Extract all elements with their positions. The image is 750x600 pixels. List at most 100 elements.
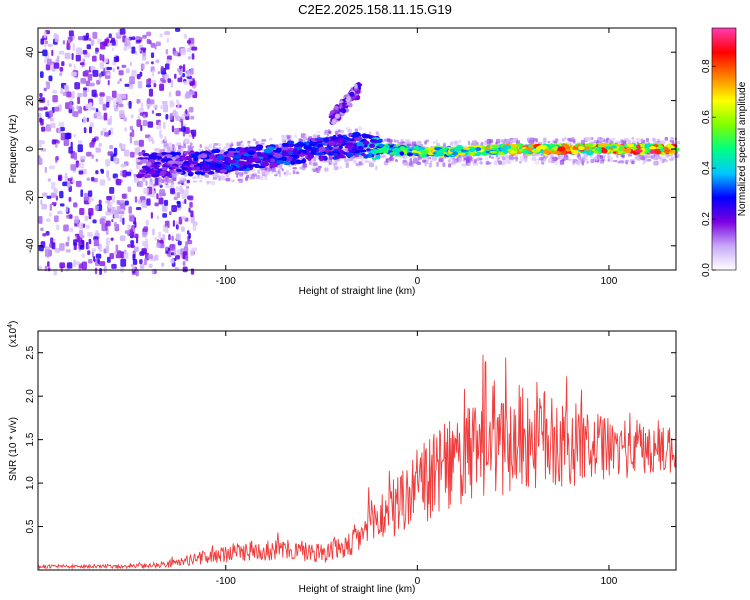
spectrogram-cell	[535, 146, 542, 152]
spectrogram-cell	[158, 197, 164, 205]
spectrogram-cell	[182, 64, 186, 73]
spectrogram-cell	[89, 82, 95, 87]
spectrogram-cell	[277, 169, 280, 175]
spectrogram-cell	[70, 164, 77, 171]
spectrogram-cell	[135, 269, 139, 277]
spectrogram-cell	[189, 201, 193, 208]
spectrogram-cell	[148, 136, 153, 142]
spectrogram-cell	[281, 146, 289, 151]
spectrogram-cell	[94, 177, 98, 183]
spectrogram-cell	[90, 176, 95, 182]
spectrogram-cell	[132, 259, 138, 265]
snr-y-tick-label: 2.5	[25, 345, 36, 359]
spectrogram-cell	[324, 129, 328, 134]
spectrogram-cell	[341, 102, 347, 106]
spectrogram-y-tick-label: -20	[25, 190, 36, 205]
spectrogram-cell	[172, 109, 177, 117]
spectrogram-cell	[81, 261, 88, 270]
spectrogram-cell	[156, 125, 162, 130]
spectrogram-cell	[107, 151, 114, 156]
spectrogram-cell	[355, 162, 359, 167]
spectrogram-cell	[290, 160, 296, 165]
spectrogram-cell	[92, 31, 98, 39]
spectrogram-cell	[68, 30, 74, 37]
spectrogram-cell	[185, 255, 189, 262]
spectrogram-cell	[130, 240, 135, 245]
spectrogram-cell	[145, 238, 148, 246]
spectrogram-cell	[47, 267, 51, 272]
spectrogram-cell	[131, 69, 137, 77]
spectrogram-cell	[91, 55, 97, 62]
spectrogram-cell	[189, 249, 195, 257]
spectrogram-cell	[474, 158, 478, 161]
spectrogram-cell	[88, 238, 92, 245]
spectrogram-cell	[82, 49, 88, 55]
spectrogram-cell	[347, 129, 352, 134]
spectrogram-cell	[123, 252, 129, 259]
spectrogram-cell	[362, 134, 371, 139]
spectrogram-cell	[129, 132, 132, 137]
spectrogram-cell	[146, 31, 152, 37]
spectrogram-cell	[151, 179, 156, 183]
spectrogram-cell	[186, 70, 191, 77]
spectrogram-cell	[143, 174, 152, 178]
spectrogram-cell	[74, 215, 79, 224]
spectrogram-cell	[51, 49, 54, 56]
spectrogram-cell	[507, 148, 512, 152]
snr-y-multiplier: (x104)	[7, 321, 19, 348]
spectrogram-cell	[146, 198, 151, 206]
spectrogram-cell	[200, 153, 208, 159]
spectrogram-cell	[360, 149, 367, 153]
spectrogram-cell	[107, 79, 110, 86]
spectrogram-cell	[519, 160, 522, 164]
spectrogram-cell	[159, 33, 163, 38]
spectrogram-cell	[175, 158, 181, 162]
spectrogram-cell	[213, 142, 218, 146]
spectrogram-panel: -100 0 100 -40 -20 0 20 40 Height of straight l…	[8, 27, 681, 297]
spectrogram-cell	[300, 133, 306, 139]
spectrogram-cell	[68, 197, 72, 202]
spectrogram-cell	[338, 165, 343, 170]
spectrogram-cell	[204, 146, 210, 150]
spectrogram-cell	[141, 102, 144, 110]
spectrogram-cell	[316, 131, 321, 134]
spectrogram-cell	[160, 166, 168, 171]
spectrogram-cell	[486, 138, 492, 144]
spectrogram-cell	[56, 210, 63, 215]
spectrogram-cell	[118, 103, 124, 108]
spectrogram-cell	[77, 36, 84, 41]
spectrogram-cell	[226, 152, 235, 158]
spectrogram-cell	[143, 258, 148, 266]
spectrogram-cell	[173, 196, 178, 201]
spectrogram-cell	[88, 259, 93, 264]
spectrogram-cell	[239, 147, 245, 152]
spectrogram-cell	[158, 122, 161, 128]
spectrogram-cell	[73, 259, 76, 268]
spectrogram-cell	[106, 170, 110, 178]
spectrogram-cell	[167, 178, 172, 184]
spectrogram-cell	[383, 148, 389, 154]
spectrogram-cell	[554, 150, 562, 155]
spectrogram-cell	[45, 249, 51, 257]
spectrogram-cell	[185, 109, 188, 115]
spectrogram-cell	[38, 107, 44, 111]
spectrogram-cell	[58, 174, 63, 181]
spectrogram-cell	[576, 160, 581, 166]
spectrogram-cell	[166, 55, 172, 61]
spectrogram-cell	[177, 77, 183, 83]
spectrogram-cell	[40, 118, 44, 126]
spectrogram-cell	[284, 160, 291, 166]
spectrogram-cell	[181, 126, 186, 132]
spectrogram-cell	[159, 149, 164, 153]
spectrogram-cell	[148, 263, 153, 269]
spectrogram-cell	[138, 199, 142, 205]
spectrogram-cell	[225, 177, 231, 182]
spectrogram-cell	[115, 32, 122, 37]
spectrogram-marks	[38, 28, 681, 277]
spectrogram-cell	[146, 84, 152, 88]
spectrogram-cell	[155, 41, 161, 47]
spectrogram-cell	[349, 150, 355, 153]
spectrogram-cell	[89, 142, 95, 148]
spectrogram-cell	[489, 150, 498, 154]
spectrogram-cell	[507, 160, 511, 165]
